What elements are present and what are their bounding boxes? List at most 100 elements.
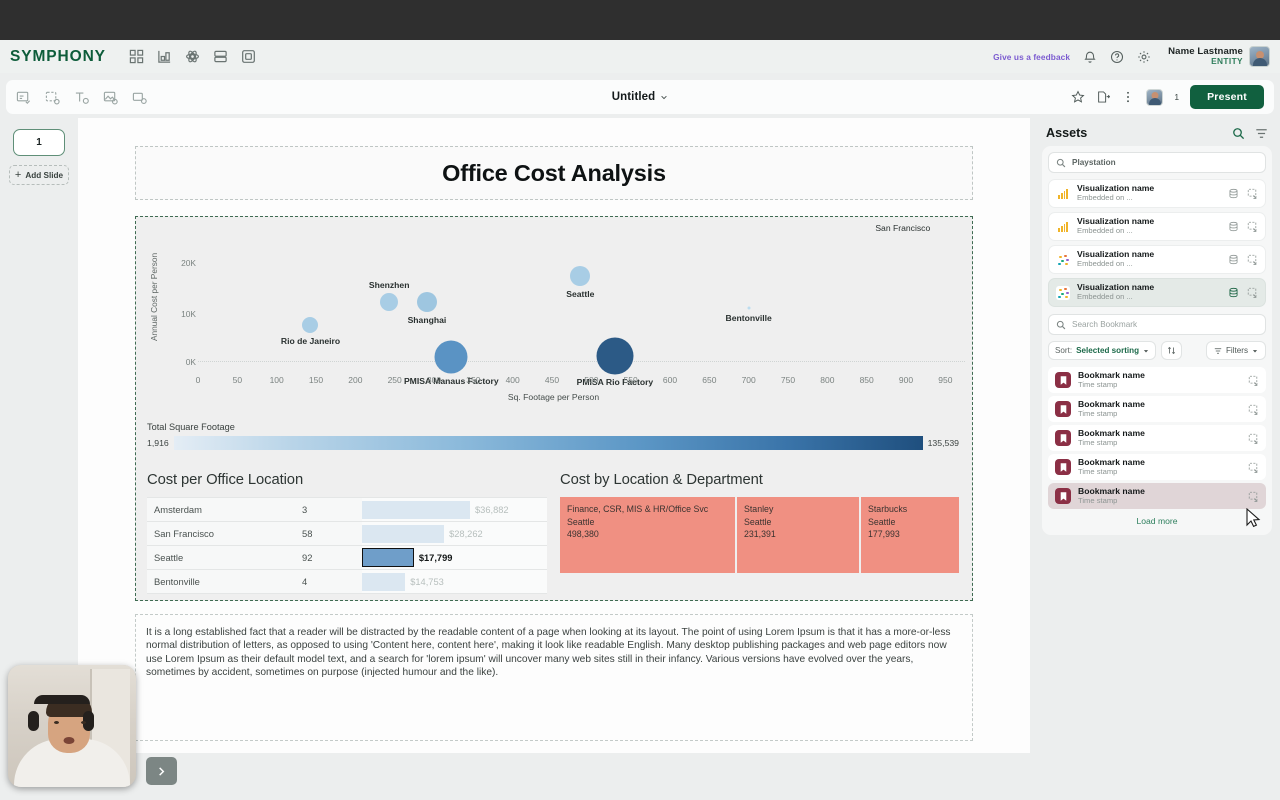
chevron-down-icon[interactable]	[660, 93, 668, 101]
search-input[interactable]: Playstation	[1048, 152, 1266, 173]
load-more-button[interactable]: Load more	[1136, 516, 1178, 526]
cell-value: 231,391	[744, 529, 776, 540]
scatter-bubble[interactable]	[434, 340, 468, 374]
search-icon[interactable]	[1232, 127, 1245, 140]
list-item[interactable]: Visualization name Embedded on ...	[1048, 278, 1266, 307]
page-title[interactable]: Untitled	[611, 91, 656, 103]
cell-department: Finance, CSR, MIS & HR/Office Svc	[567, 504, 709, 514]
insert-text-icon[interactable]	[74, 90, 89, 105]
scatter-bubble[interactable]	[380, 293, 399, 312]
insert-to-slide-icon[interactable]	[1248, 375, 1259, 386]
total-square-footage-chart[interactable]: Total Square Footage 1,916 135,539	[147, 422, 959, 464]
feedback-link[interactable]: Give us a feedback	[993, 51, 1071, 62]
scatter-ytick-0k: 0K	[185, 357, 196, 367]
scatter-chart[interactable]: Annual Cost per Person 20K 10K 0K Rio de…	[136, 217, 971, 413]
table-row[interactable]: San Francisco 58 $28,262	[147, 521, 547, 546]
gear-icon[interactable]	[1137, 50, 1151, 64]
cost-by-location-department-panel[interactable]: Cost by Location & Department Finance, C…	[560, 472, 959, 573]
insert-to-slide-icon[interactable]	[1247, 287, 1258, 298]
star-icon[interactable]	[1071, 90, 1085, 104]
insert-to-slide-icon[interactable]	[1247, 188, 1258, 199]
user-menu[interactable]: Name Lastname ENTITY	[1168, 46, 1270, 67]
table-row[interactable]: Bentonville 4 $14,753	[147, 569, 547, 594]
assets-title: Assets	[1046, 126, 1088, 140]
insert-shape-icon[interactable]	[45, 90, 60, 105]
scatter-bubble[interactable]	[302, 317, 319, 334]
grid-icon[interactable]	[129, 49, 144, 64]
list-item[interactable]: Bookmark name Time stamp	[1048, 367, 1266, 393]
cell-location: Seattle	[744, 516, 772, 527]
database-icon[interactable]	[1228, 221, 1239, 232]
add-slide-button[interactable]: + Add Slide	[9, 165, 69, 185]
avatar[interactable]	[1249, 46, 1270, 67]
insert-to-slide-icon[interactable]	[1247, 254, 1258, 265]
more-vert-icon[interactable]	[1121, 90, 1135, 104]
scatter-bubble[interactable]	[416, 291, 437, 312]
app-logo[interactable]: SYMPHONY	[10, 47, 106, 65]
scatter-x-tick: 0	[195, 375, 201, 385]
insert-chart-icon[interactable]	[16, 90, 31, 105]
bell-icon[interactable]	[1083, 50, 1097, 64]
list-item[interactable]: Bookmark name Time stamp	[1048, 454, 1266, 480]
scatter-bubble[interactable]	[596, 337, 634, 375]
slide-body-placeholder[interactable]: It is a long established fact that a rea…	[135, 614, 973, 741]
insert-to-slide-icon[interactable]	[1247, 221, 1258, 232]
insert-to-slide-icon[interactable]	[1248, 462, 1259, 473]
table-row[interactable]: Amsterdam 3 $36,882	[147, 497, 547, 522]
help-icon[interactable]	[1110, 50, 1124, 64]
sort-dropdown[interactable]: Sort: Selected sorting	[1048, 341, 1157, 360]
bookmark-name: Bookmark name	[1078, 399, 1145, 410]
cell-value: 498,380	[567, 529, 599, 540]
slide-thumbnail-1[interactable]: 1	[13, 129, 65, 156]
embedded-dashboard[interactable]: Annual Cost per Person 20K 10K 0K Rio de…	[135, 216, 973, 601]
list-item[interactable]: Bookmark name Time stamp	[1048, 396, 1266, 422]
insert-frame-icon[interactable]	[132, 90, 147, 105]
list-item[interactable]: Visualization name Embedded on ...	[1048, 212, 1266, 241]
list-item[interactable]: Bookmark name Time stamp	[1048, 483, 1266, 509]
scatter-bubble[interactable]	[570, 265, 591, 286]
atom-icon[interactable]	[185, 49, 200, 64]
cell-location: Seattle	[567, 516, 595, 527]
row-location: Seattle	[147, 545, 302, 570]
treemap-cell[interactable]: Finance, CSR, MIS & HR/Office Svc Seattle…	[560, 497, 735, 573]
header-right-cluster: Give us a feedback Name Lastname ENTITY	[993, 46, 1270, 67]
frame-icon[interactable]	[241, 49, 256, 64]
treemap-cell[interactable]: Stanley Seattle 231,391	[737, 497, 859, 573]
collaborator-avatar[interactable]	[1146, 88, 1164, 106]
chevron-down-icon	[1252, 349, 1258, 352]
scatter-bubble[interactable]	[747, 306, 751, 310]
insert-to-slide-icon[interactable]	[1248, 404, 1259, 415]
database-icon[interactable]	[1228, 287, 1239, 298]
bar-chart-icon[interactable]	[157, 49, 172, 64]
database-icon[interactable]	[1228, 188, 1239, 199]
insert-to-slide-icon[interactable]	[1248, 491, 1259, 502]
cost-per-office-location-panel[interactable]: Cost per Office Location Amsterdam 3 $36,8…	[147, 472, 547, 594]
bookmark-icon	[1055, 459, 1071, 475]
scatter-x-tick: 900	[898, 375, 914, 385]
filter-icon[interactable]	[1255, 127, 1268, 140]
slide-title-placeholder[interactable]: Office Cost Analysis	[135, 146, 973, 200]
table-row[interactable]: Seattle 92 $17,799	[147, 545, 547, 570]
scatter-zero-gridline	[198, 361, 965, 362]
list-item[interactable]: Bookmark name Time stamp	[1048, 425, 1266, 451]
scatter-point-label: Shenzhen	[368, 280, 410, 291]
export-icon[interactable]	[1096, 90, 1111, 104]
list-item[interactable]: Visualization name Embedded on ...	[1048, 179, 1266, 208]
scatter-x-axis: 0 50 100 150 200 250 300 350 400 450 500 550 600 650 7…	[195, 375, 965, 389]
bookmark-search-input[interactable]: Search Bookmark	[1048, 314, 1266, 335]
webcam-video-bubble[interactable]	[8, 665, 136, 787]
layers-icon[interactable]	[213, 49, 228, 64]
list-item[interactable]: Visualization name Embedded on ...	[1048, 245, 1266, 274]
database-icon[interactable]	[1228, 254, 1239, 265]
slide-canvas[interactable]: Office Cost Analysis Annual Cost per Per…	[78, 118, 1030, 753]
sort-direction-button[interactable]	[1161, 341, 1183, 360]
bookmark-timestamp: Time stamp	[1078, 437, 1118, 447]
insert-image-icon[interactable]	[103, 90, 118, 105]
next-step-button[interactable]	[146, 757, 177, 785]
treemap-cell[interactable]: Starbucks Seattle 177,993	[861, 497, 959, 573]
row-bar	[362, 548, 414, 567]
filters-button[interactable]: Filters	[1205, 341, 1266, 360]
row-value: $17,799	[418, 552, 453, 563]
insert-to-slide-icon[interactable]	[1248, 433, 1259, 444]
present-button[interactable]: Present	[1190, 85, 1264, 109]
